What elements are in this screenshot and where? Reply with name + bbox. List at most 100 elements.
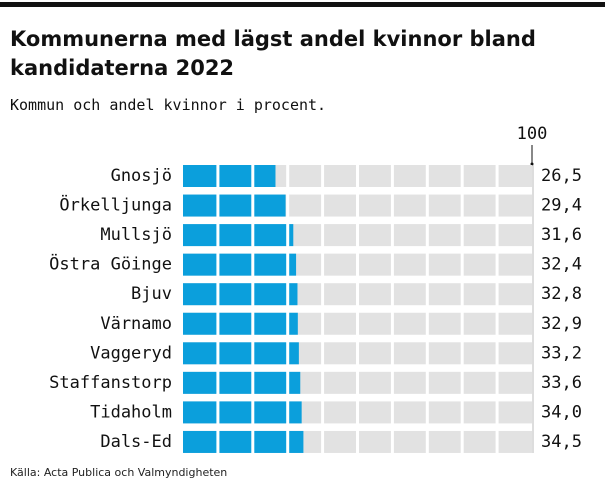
chart-title: Kommunerna med lägst andel kvinnor bland… [10, 27, 536, 80]
bar [183, 342, 299, 365]
cell-gap [495, 311, 499, 336]
cell-gap [286, 370, 290, 395]
cell-gap [460, 282, 464, 307]
cell-gap [390, 252, 394, 277]
bar [183, 371, 301, 394]
cell-gap [356, 400, 359, 425]
category-label: Värnamo [100, 314, 172, 334]
value-label: 34,0 [541, 402, 582, 422]
cell-gap [216, 252, 220, 277]
cell-gap [460, 341, 464, 366]
cell-gap [425, 429, 429, 454]
title-line: kandidaterna 2022 [10, 56, 234, 80]
cell-gap [286, 252, 290, 277]
cell-gap [390, 400, 394, 425]
value-label: 32,8 [541, 284, 582, 304]
value-label: 31,6 [541, 225, 582, 245]
value-label: 32,9 [541, 314, 582, 334]
cell-gap [286, 400, 290, 425]
cell-gap [216, 311, 220, 336]
cell-gap [321, 400, 325, 425]
cell-gap [460, 252, 464, 277]
cell-gap [356, 164, 359, 188]
value-label: 32,4 [541, 255, 582, 275]
cell-gap [356, 223, 359, 248]
cell-gap [495, 223, 499, 248]
cell-gap [460, 429, 464, 454]
cell-gap [286, 223, 290, 248]
category-label: Gnosjö [111, 166, 172, 186]
cell-gap [495, 370, 499, 395]
cell-gap [251, 193, 255, 218]
top-rule [0, 2, 605, 7]
cell-gap [495, 341, 499, 366]
cell-gap [425, 370, 429, 395]
cell-gap [321, 370, 325, 395]
cell-gap [460, 311, 464, 336]
cell-gap [460, 223, 464, 248]
category-label: Tidaholm [90, 402, 172, 422]
cell-gap [251, 164, 255, 188]
value-label: 33,2 [541, 343, 582, 363]
category-label: Vaggeryd [90, 343, 172, 363]
cell-gap [495, 429, 499, 454]
cell-gap [321, 429, 325, 454]
category-label: Dals-Ed [100, 432, 172, 452]
cell-gap [321, 193, 325, 218]
cell-gap [216, 400, 220, 425]
cell-gap [425, 282, 429, 307]
cell-gap [495, 164, 499, 188]
cell-gap [251, 400, 255, 425]
cell-gap [321, 252, 325, 277]
cell-gap [216, 282, 220, 307]
cell-gap [460, 164, 464, 188]
cell-gap [286, 341, 290, 366]
cell-gap [356, 252, 359, 277]
source: Källa: Acta Publica och Valmyndigheten [10, 466, 227, 479]
category-label: Mullsjö [100, 225, 172, 245]
bar [183, 194, 286, 217]
cell-gap [495, 400, 499, 425]
cell-gap [321, 311, 325, 336]
cell-gap [356, 193, 359, 218]
cell-gap [216, 193, 220, 218]
cell-gap [251, 252, 255, 277]
cell-gap [425, 223, 429, 248]
cell-gap [286, 282, 290, 307]
cell-gap [495, 193, 499, 218]
value-label: 26,5 [541, 166, 582, 186]
cell-gap [356, 429, 359, 454]
cell-gap [356, 341, 359, 366]
value-label: 34,5 [541, 432, 582, 452]
cell-gap [425, 400, 429, 425]
cell-gap [286, 193, 290, 218]
cell-gap [251, 282, 255, 307]
cell-gap [216, 370, 220, 395]
bar [183, 253, 297, 276]
bar [183, 401, 302, 424]
cell-gap [390, 311, 394, 336]
cell-gap [251, 429, 255, 454]
category-label: Östra Göinge [49, 253, 172, 275]
x-tick-label: 100 [517, 124, 548, 144]
value-label: 33,6 [541, 373, 582, 393]
value-label: 29,4 [541, 196, 582, 216]
cell-gap [495, 252, 499, 277]
cell-gap [251, 370, 255, 395]
bar [183, 430, 304, 453]
cell-gap [495, 282, 499, 307]
category-label: Bjuv [131, 284, 172, 304]
cell-gap [390, 429, 394, 454]
bar [183, 312, 298, 335]
cell-gap [251, 223, 255, 248]
tick-dot [530, 162, 534, 166]
cell-gap [425, 193, 429, 218]
cell-gap [460, 400, 464, 425]
cell-gap [390, 164, 394, 188]
cell-gap [321, 164, 325, 188]
cell-gap [460, 193, 464, 218]
cell-gap [216, 341, 220, 366]
category-label: Staffanstorp [49, 373, 172, 393]
cell-gap [286, 311, 290, 336]
